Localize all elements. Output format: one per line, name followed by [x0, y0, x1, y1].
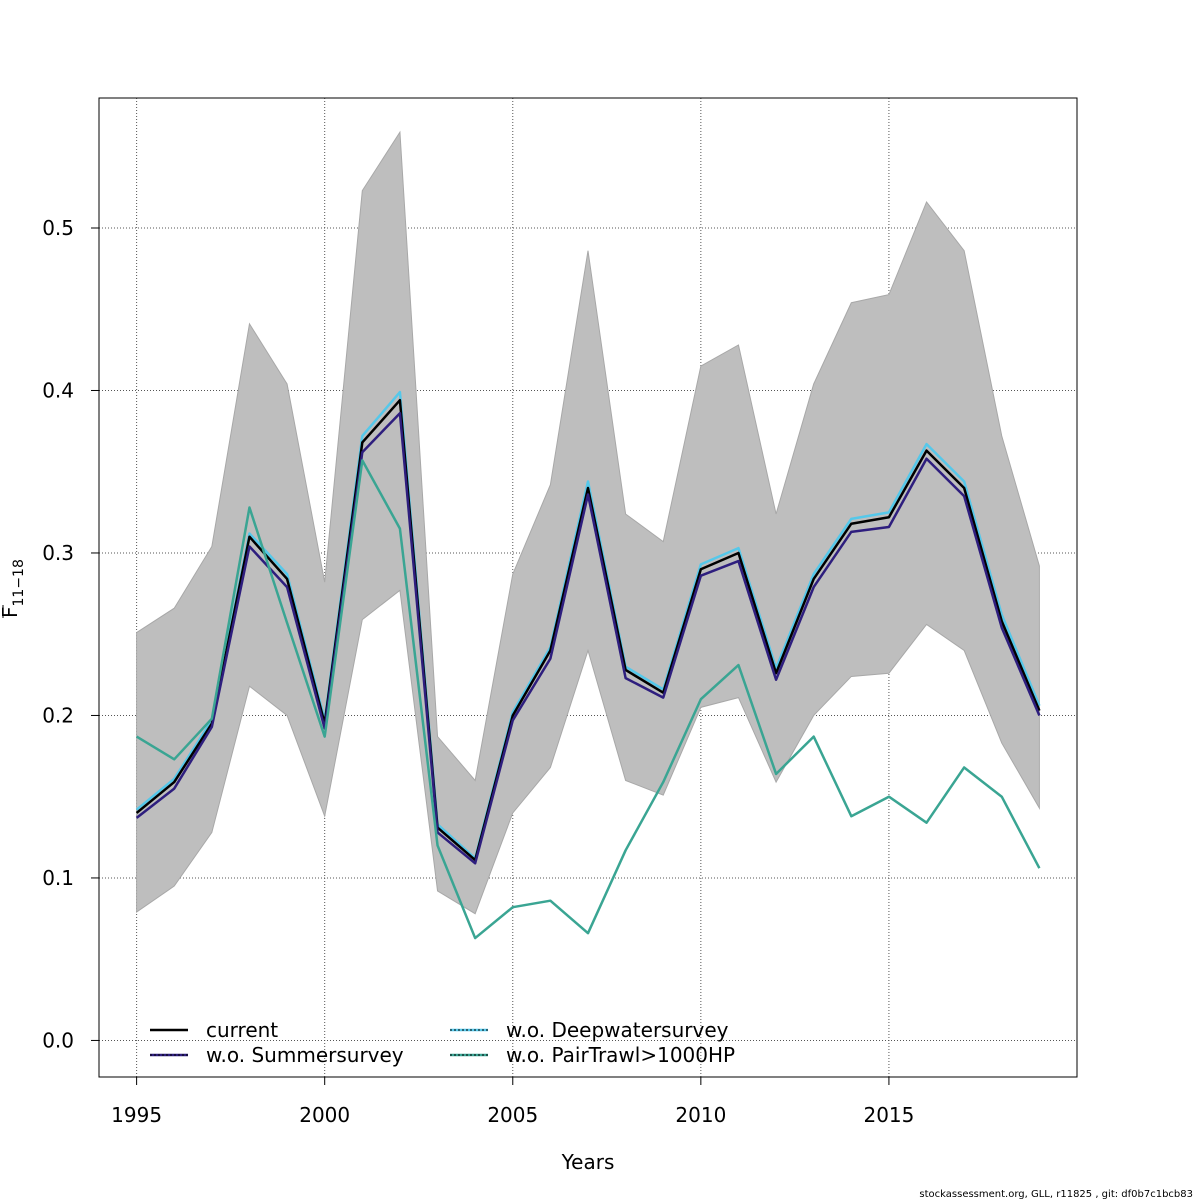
series-line-w-o-deepwatersurvey — [135, 390, 1041, 860]
legend-label-w-o-pairtrawl-1000hp: w.o. PairTrawl>1000HP — [506, 1043, 735, 1067]
x-tick-label: 2015 — [863, 1103, 914, 1127]
series-line-w-o-summersurvey — [135, 411, 1041, 865]
y-tick-label: 0.0 — [42, 1028, 74, 1052]
y-tick-label: 0.2 — [42, 703, 74, 727]
legend-label-w-o-summersurvey: w.o. Summersurvey — [206, 1043, 404, 1067]
series-line-current — [135, 398, 1041, 862]
y-tick-label: 0.1 — [42, 866, 74, 890]
plot-frame — [98, 97, 1078, 1078]
y-tick-label: 0.4 — [42, 378, 74, 402]
x-tick-label: 2010 — [675, 1103, 726, 1127]
series-line-w-o-pairtrawl-1000hp — [135, 459, 1041, 940]
series-lines — [135, 390, 1041, 940]
confidence-band-area — [136, 130, 1040, 915]
x-axis: 1995 2000 2005 2010 2015 — [111, 1077, 914, 1127]
y-tick-label: 0.5 — [42, 216, 74, 240]
svg-text:F11−18: F11−18 — [0, 559, 27, 618]
y-axis-title-main: F — [0, 606, 22, 618]
y-axis-title: F11−18 — [0, 559, 27, 618]
y-tick-label: 0.3 — [42, 541, 74, 565]
confidence-band — [136, 130, 1040, 915]
x-tick-label: 2000 — [299, 1103, 350, 1127]
footer-text: stockassessment.org, GLL, r11825 , git: … — [919, 1189, 1193, 1200]
x-tick-label: 2005 — [487, 1103, 538, 1127]
y-axis-title-subscript: 11−18 — [11, 559, 27, 606]
legend-label-current: current — [206, 1018, 278, 1042]
legend-label-w-o-deepwatersurvey: w.o. Deepwatersurvey — [506, 1018, 729, 1042]
x-axis-title: Years — [561, 1150, 615, 1174]
x-tick-label: 1995 — [111, 1103, 162, 1127]
y-axis: 0.0 0.1 0.2 0.3 0.4 0.5 — [42, 216, 99, 1052]
